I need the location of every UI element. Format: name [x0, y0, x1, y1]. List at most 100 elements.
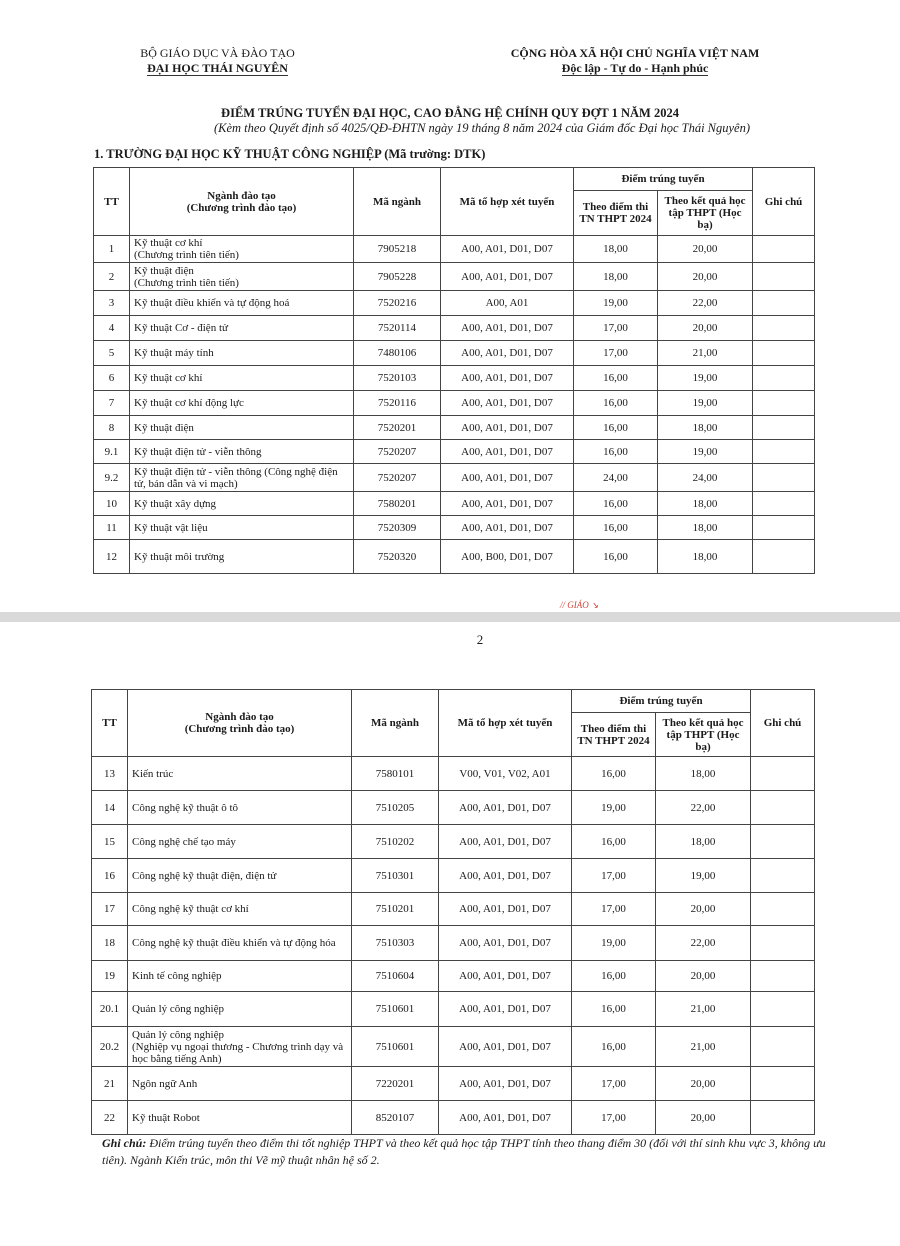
- col-code: Mã ngành: [351, 689, 439, 757]
- row-major: Kỹ thuật điều khiển và tự động hoá: [129, 290, 354, 316]
- row-tt: 21: [91, 1066, 128, 1101]
- row-combo: A00, A01, D01, D07: [440, 463, 574, 492]
- row-note: [752, 439, 815, 464]
- row-exam-score: 16,00: [573, 539, 658, 574]
- section-heading: 1. TRƯỜNG ĐẠI HỌC KỸ THUẬT CÔNG NGHIỆP (…: [94, 147, 486, 161]
- table-row: 22 Kỹ thuật Robot 8520107 A00, A01, D01,…: [91, 1100, 815, 1135]
- row-tt: 2: [93, 262, 130, 291]
- row-transcript-score: 20,00: [656, 315, 754, 341]
- row-note: [752, 463, 815, 492]
- row-transcript-score: 24,00: [656, 463, 754, 492]
- row-exam-score: 16,00: [571, 756, 656, 791]
- row-major: Kỹ thuật cơ khí: [129, 365, 354, 391]
- row-transcript-score: 19,00: [656, 439, 754, 464]
- row-transcript-score: 18,00: [654, 756, 752, 791]
- row-combo: A00, B00, D01, D07: [440, 539, 574, 574]
- row-combo: A00, A01, D01, D07: [438, 925, 572, 961]
- row-combo: A00, A01, D01, D07: [438, 824, 572, 859]
- row-note: [750, 756, 815, 791]
- row-tt: 20.1: [91, 991, 128, 1027]
- row-transcript-score: 19,00: [656, 390, 754, 416]
- row-tt: 5: [93, 340, 130, 366]
- row-tt: 15: [91, 824, 128, 859]
- row-exam-score: 24,00: [573, 463, 658, 492]
- row-tt: 9.2: [93, 463, 130, 492]
- row-code: 7520103: [353, 365, 441, 391]
- admission-table-1: TT Ngành đào tạo (Chương trình đào tạo) M…: [93, 167, 815, 574]
- footnote-label: Ghi chú:: [102, 1136, 147, 1150]
- row-code: 7510205: [351, 790, 439, 825]
- row-major: Công nghệ kỹ thuật ô tô: [127, 790, 352, 825]
- row-code: 7580101: [351, 756, 439, 791]
- row-combo: A00, A01, D01, D07: [440, 235, 574, 263]
- row-note: [750, 858, 815, 893]
- row-tt: 17: [91, 892, 128, 926]
- footnote-text: Điểm trúng tuyển theo điểm thi tốt nghiệ…: [102, 1136, 826, 1167]
- row-code: 7520320: [353, 539, 441, 574]
- row-code: 7510201: [351, 892, 439, 926]
- row-exam-score: 16,00: [571, 991, 656, 1027]
- row-transcript-score: 18,00: [656, 515, 754, 540]
- page-number: 2: [476, 632, 484, 647]
- row-code: 7905218: [353, 235, 441, 263]
- table-row: 18 Công nghệ kỹ thuật điều khiển và tự đ…: [91, 925, 815, 961]
- row-code: 7520114: [353, 315, 441, 341]
- col-transcript: Theo kết quả học tập THPT (Học bạ): [654, 712, 752, 757]
- row-major: Kỹ thuật môi trường: [129, 539, 354, 574]
- row-tt: 18: [91, 925, 128, 961]
- row-major: Kiến trúc: [127, 756, 352, 791]
- col-note: Ghi chú: [752, 167, 815, 236]
- row-combo: A00, A01, D01, D07: [440, 491, 574, 516]
- row-note: [752, 539, 815, 574]
- table-row: 6 Kỹ thuật cơ khí 7520103 A00, A01, D01,…: [93, 365, 815, 391]
- row-note: [752, 235, 815, 263]
- row-exam-score: 16,00: [573, 515, 658, 540]
- row-major: Kỹ thuật cơ khí (Chương trình tiên tiến): [129, 235, 354, 263]
- col-exam: Theo điểm thi TN THPT 2024: [571, 712, 656, 757]
- table-row: 7 Kỹ thuật cơ khí động lực 7520116 A00, …: [93, 390, 815, 416]
- row-note: [752, 315, 815, 341]
- table-header-row: TT Ngành đào tạo (Chương trình đào tạo) M…: [93, 167, 815, 236]
- country-name: CỘNG HÒA XÃ HỘI CHỦ NGHĨA VIỆT NAM: [510, 46, 760, 60]
- row-code: 7510601: [351, 1026, 439, 1067]
- row-code: 7510604: [351, 960, 439, 992]
- row-combo: A00, A01, D01, D07: [440, 365, 574, 391]
- row-major: Quản lý công nghiệp (Nghiệp vụ ngoại thươ…: [127, 1026, 352, 1067]
- row-major: Kỹ thuật vật liệu: [129, 515, 354, 540]
- row-tt: 4: [93, 315, 130, 341]
- row-combo: A00, A01, D01, D07: [440, 315, 574, 341]
- row-major: Kỹ thuật Cơ - điện tử: [129, 315, 354, 341]
- row-note: [752, 262, 815, 291]
- row-tt: 1: [93, 235, 130, 263]
- document-subtitle: (Kèm theo Quyết định số 4025/QĐ-ĐHTN ngà…: [213, 121, 751, 135]
- row-combo: A00, A01, D01, D07: [440, 262, 574, 291]
- col-note: Ghi chú: [750, 689, 815, 757]
- table-row: 14 Công nghệ kỹ thuật ô tô 7510205 A00, …: [91, 790, 815, 825]
- motto: Độc lập - Tự do - Hạnh phúc: [561, 61, 709, 76]
- col-combo: Mã tổ hợp xét tuyển: [438, 689, 572, 757]
- row-code: 7510301: [351, 858, 439, 893]
- row-tt: 10: [93, 491, 130, 516]
- row-transcript-score: 21,00: [654, 1026, 752, 1067]
- row-transcript-score: 20,00: [656, 262, 754, 291]
- row-tt: 20.2: [91, 1026, 128, 1067]
- row-exam-score: 16,00: [571, 824, 656, 859]
- row-exam-score: 17,00: [573, 340, 658, 366]
- table-row: 21 Ngôn ngữ Anh 7220201 A00, A01, D01, D…: [91, 1066, 815, 1101]
- row-transcript-score: 19,00: [656, 365, 754, 391]
- table-row: 12 Kỹ thuật môi trường 7520320 A00, B00,…: [93, 539, 815, 574]
- national-header: CỘNG HÒA XÃ HỘI CHỦ NGHĨA VIỆT NAM Độc l…: [490, 46, 780, 76]
- row-note: [750, 925, 815, 961]
- row-major: Kỹ thuật cơ khí động lực: [129, 390, 354, 416]
- row-transcript-score: 18,00: [656, 539, 754, 574]
- table-row: 2 Kỹ thuật điện (Chương trình tiên tiến) …: [93, 262, 815, 291]
- row-tt: 9.1: [93, 439, 130, 464]
- table-row: 19 Kinh tế công nghiệp 7510604 A00, A01,…: [91, 960, 815, 992]
- row-tt: 19: [91, 960, 128, 992]
- row-combo: V00, V01, V02, A01: [438, 756, 572, 791]
- row-major: Kinh tế công nghiệp: [127, 960, 352, 992]
- col-major: Ngành đào tạo (Chương trình đào tạo): [127, 689, 352, 757]
- row-combo: A00, A01, D01, D07: [440, 340, 574, 366]
- university-name: ĐẠI HỌC THÁI NGUYÊN: [147, 61, 288, 76]
- row-major: Kỹ thuật điện tử - viễn thông: [129, 439, 354, 464]
